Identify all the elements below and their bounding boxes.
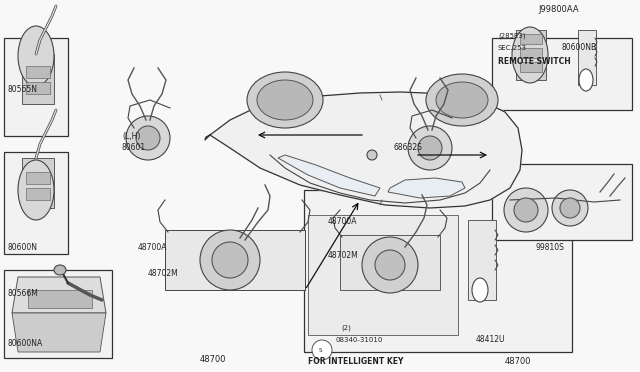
Text: 48700: 48700 <box>200 356 227 365</box>
Ellipse shape <box>418 136 442 160</box>
Text: (285E3): (285E3) <box>498 33 525 39</box>
Bar <box>4 270 112 358</box>
Text: (L,H): (L,H) <box>122 131 140 141</box>
Ellipse shape <box>426 74 498 126</box>
Bar <box>26 172 50 184</box>
Ellipse shape <box>472 278 488 302</box>
Bar <box>516 30 546 80</box>
Bar <box>26 66 50 78</box>
Ellipse shape <box>514 198 538 222</box>
Ellipse shape <box>408 126 452 170</box>
Ellipse shape <box>512 27 548 83</box>
Text: 48700A: 48700A <box>328 218 358 227</box>
Ellipse shape <box>552 190 588 226</box>
Bar <box>165 230 305 290</box>
Ellipse shape <box>560 198 580 218</box>
Text: 99810S: 99810S <box>536 244 565 253</box>
Ellipse shape <box>436 82 488 118</box>
Text: SEC.253: SEC.253 <box>498 45 527 51</box>
Bar <box>520 62 542 72</box>
Text: 08340-31010: 08340-31010 <box>336 337 383 343</box>
Bar <box>492 38 632 110</box>
Polygon shape <box>278 155 380 196</box>
Text: 48700A: 48700A <box>138 243 168 251</box>
Polygon shape <box>12 313 106 352</box>
Ellipse shape <box>247 72 323 128</box>
Ellipse shape <box>504 188 548 232</box>
Ellipse shape <box>257 80 313 120</box>
Bar <box>22 54 54 104</box>
Bar <box>520 48 542 58</box>
Polygon shape <box>12 277 106 313</box>
Ellipse shape <box>18 160 54 220</box>
Text: 48412U: 48412U <box>476 336 506 344</box>
Text: FOR INTELLIGENT KEY: FOR INTELLIGENT KEY <box>308 357 403 366</box>
Bar <box>22 158 54 208</box>
Ellipse shape <box>200 230 260 290</box>
Bar <box>26 188 50 200</box>
Polygon shape <box>205 92 522 208</box>
Text: 48702M: 48702M <box>328 250 359 260</box>
Ellipse shape <box>312 340 332 360</box>
Text: 80600NB: 80600NB <box>562 44 597 52</box>
Bar <box>578 30 596 85</box>
Ellipse shape <box>136 126 160 150</box>
Text: 80600N: 80600N <box>8 244 38 253</box>
Text: 68632S: 68632S <box>394 144 423 153</box>
Bar <box>4 38 68 136</box>
Polygon shape <box>388 178 465 198</box>
Ellipse shape <box>126 116 170 160</box>
Bar <box>304 190 572 352</box>
Text: 80566M: 80566M <box>8 289 39 298</box>
Text: REMOTE SWITCH: REMOTE SWITCH <box>498 58 571 67</box>
Bar <box>26 82 50 94</box>
Ellipse shape <box>367 150 377 160</box>
Bar <box>468 220 496 300</box>
Ellipse shape <box>579 69 593 91</box>
Text: 48702M: 48702M <box>148 269 179 279</box>
Text: 80601: 80601 <box>122 144 146 153</box>
Ellipse shape <box>375 250 405 280</box>
Bar <box>308 215 458 335</box>
Text: 80565N: 80565N <box>8 86 38 94</box>
Bar <box>340 235 440 290</box>
Ellipse shape <box>18 26 54 86</box>
Text: 80600NA: 80600NA <box>8 339 44 347</box>
Bar <box>492 164 632 240</box>
Bar <box>28 290 92 308</box>
Ellipse shape <box>362 237 418 293</box>
Ellipse shape <box>212 242 248 278</box>
Text: (2): (2) <box>341 325 351 331</box>
Ellipse shape <box>54 265 66 275</box>
Text: S: S <box>319 347 323 353</box>
Text: 48700: 48700 <box>505 357 531 366</box>
Bar <box>520 34 542 44</box>
Text: J99800AA: J99800AA <box>538 6 579 15</box>
Bar <box>4 152 68 254</box>
